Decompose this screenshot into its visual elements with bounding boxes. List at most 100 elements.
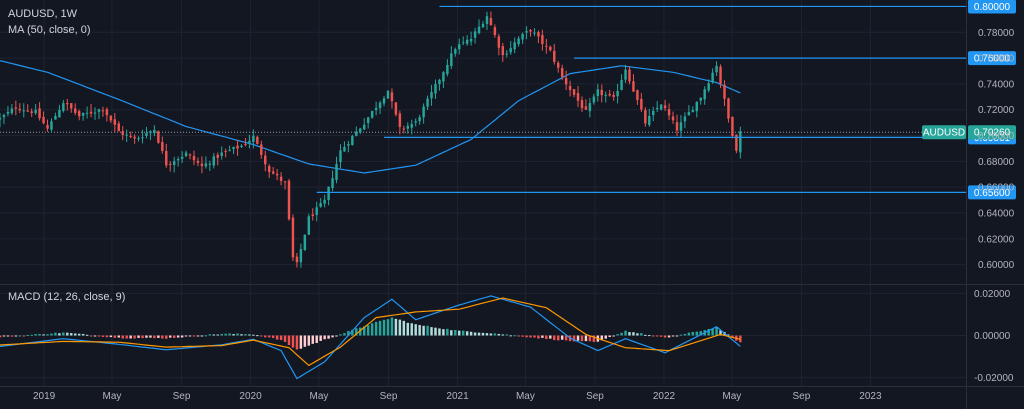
candle[interactable] <box>172 161 176 165</box>
candle[interactable] <box>473 31 477 38</box>
candle[interactable] <box>180 156 184 159</box>
candle[interactable] <box>26 110 29 112</box>
candle[interactable] <box>331 178 334 189</box>
candle[interactable] <box>291 217 295 258</box>
candle[interactable] <box>549 46 552 51</box>
candle[interactable] <box>299 248 303 263</box>
candle[interactable] <box>307 216 311 235</box>
candle[interactable] <box>707 83 710 91</box>
candles-layer[interactable] <box>0 11 742 268</box>
candle[interactable] <box>184 152 188 157</box>
candle[interactable] <box>382 98 386 104</box>
horizontal-lines-layer[interactable]: 0.800000.760000.698610.656000.70260AUDUS… <box>316 0 1016 200</box>
candle[interactable] <box>529 29 532 32</box>
candle[interactable] <box>62 103 65 111</box>
candle[interactable] <box>10 108 14 114</box>
candle[interactable] <box>517 38 520 45</box>
candle[interactable] <box>477 26 481 34</box>
candle[interactable] <box>640 98 643 110</box>
candle[interactable] <box>335 163 338 180</box>
candle[interactable] <box>141 137 144 139</box>
candle[interactable] <box>608 93 611 96</box>
candle[interactable] <box>240 145 243 148</box>
candle[interactable] <box>612 94 615 97</box>
candle[interactable] <box>157 131 160 143</box>
candle[interactable] <box>402 128 406 130</box>
candle[interactable] <box>149 131 152 134</box>
candle[interactable] <box>556 62 560 68</box>
candle[interactable] <box>406 125 410 129</box>
candle[interactable] <box>105 109 109 116</box>
candle[interactable] <box>438 79 441 85</box>
candle[interactable] <box>739 131 742 153</box>
candle[interactable] <box>137 138 140 140</box>
candle[interactable] <box>386 90 390 99</box>
candle[interactable] <box>0 117 2 120</box>
candle[interactable] <box>267 166 271 173</box>
candle[interactable] <box>628 69 631 82</box>
candle[interactable] <box>77 111 81 117</box>
candle[interactable] <box>161 141 164 151</box>
candle[interactable] <box>454 49 457 54</box>
candle[interactable] <box>347 144 350 146</box>
candle[interactable] <box>414 121 417 123</box>
candle[interactable] <box>434 84 437 94</box>
candle[interactable] <box>505 53 508 55</box>
candle[interactable] <box>560 68 564 77</box>
candle[interactable] <box>374 108 378 111</box>
candle[interactable] <box>659 104 663 110</box>
candle[interactable] <box>224 150 227 152</box>
candle[interactable] <box>572 89 576 95</box>
candle[interactable] <box>655 107 659 110</box>
candle[interactable] <box>66 103 69 105</box>
candle[interactable] <box>568 85 572 90</box>
candle[interactable] <box>6 111 10 114</box>
candle[interactable] <box>564 77 568 85</box>
candle[interactable] <box>204 163 208 167</box>
candle[interactable] <box>355 131 358 136</box>
candle[interactable] <box>54 115 57 120</box>
candle[interactable] <box>679 122 683 131</box>
candle[interactable] <box>343 146 346 152</box>
candle[interactable] <box>287 180 291 220</box>
candle[interactable] <box>101 110 105 112</box>
candle[interactable] <box>153 129 156 134</box>
candle[interactable] <box>169 163 172 165</box>
candle[interactable] <box>632 81 635 92</box>
candle[interactable] <box>687 112 691 116</box>
candle[interactable] <box>327 186 330 201</box>
candle[interactable] <box>279 176 283 182</box>
candle[interactable] <box>588 103 592 112</box>
candle[interactable] <box>683 116 687 122</box>
candle[interactable] <box>58 110 61 118</box>
candle[interactable] <box>46 124 49 129</box>
candle[interactable] <box>70 103 73 109</box>
candle[interactable] <box>370 110 374 118</box>
candle[interactable] <box>576 92 580 101</box>
candle[interactable] <box>446 64 449 75</box>
candle[interactable] <box>731 116 734 137</box>
candle[interactable] <box>727 98 730 119</box>
candle[interactable] <box>97 109 101 112</box>
candle[interactable] <box>232 146 235 150</box>
candle[interactable] <box>133 136 136 139</box>
candle[interactable] <box>719 66 722 84</box>
candle[interactable] <box>220 152 223 156</box>
candle[interactable] <box>418 117 421 122</box>
candle[interactable] <box>366 117 370 124</box>
candle[interactable] <box>620 80 623 90</box>
candle[interactable] <box>644 109 647 124</box>
candle[interactable] <box>248 140 251 143</box>
candle[interactable] <box>256 136 259 144</box>
candle[interactable] <box>351 136 354 145</box>
candle[interactable] <box>525 31 528 33</box>
candle[interactable] <box>22 110 25 112</box>
candle[interactable] <box>390 92 394 102</box>
candle[interactable] <box>442 72 445 82</box>
candle[interactable] <box>624 69 627 80</box>
candle[interactable] <box>271 171 275 174</box>
candle[interactable] <box>73 108 77 113</box>
candle[interactable] <box>537 32 540 37</box>
candle[interactable] <box>212 156 216 166</box>
